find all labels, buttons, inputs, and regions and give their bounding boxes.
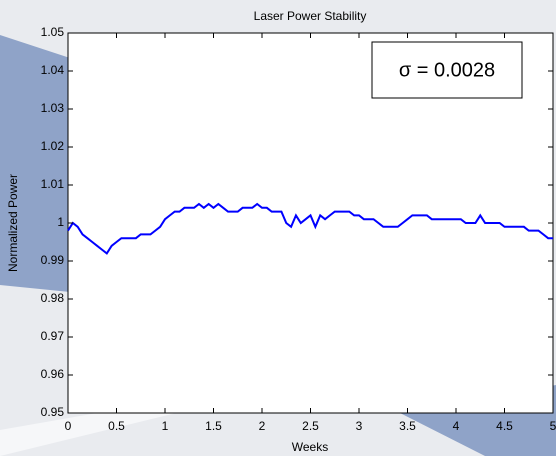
y-tick-label: 1.03 bbox=[41, 101, 65, 115]
x-axis-label: Weeks bbox=[292, 440, 328, 454]
y-axis-label: Normalized Power bbox=[6, 174, 20, 272]
data-line bbox=[67, 202, 553, 255]
x-tick-label: 2 bbox=[259, 419, 266, 433]
y-tick-label: 1.01 bbox=[41, 177, 65, 191]
x-tick-label: 1.5 bbox=[205, 419, 222, 433]
y-tick-label: 1.02 bbox=[41, 139, 65, 153]
annotation: σ = 0.0028 bbox=[399, 59, 495, 81]
x-tick-label: 5 bbox=[550, 419, 556, 433]
y-tick-label: 0.95 bbox=[41, 405, 65, 419]
y-tick-label: 0.98 bbox=[41, 291, 65, 305]
x-tick-label: 2.5 bbox=[302, 419, 319, 433]
x-tick-label: 0.5 bbox=[108, 419, 125, 433]
x-tick-label: 4 bbox=[453, 419, 460, 433]
y-tick-label: 0.99 bbox=[41, 253, 65, 267]
x-tick-label: 3 bbox=[356, 419, 363, 433]
annotation-box bbox=[371, 41, 523, 99]
chart-title: Laser Power Stability bbox=[254, 9, 367, 23]
y-tick-label: 0.97 bbox=[41, 329, 65, 343]
y-tick-label: 1.04 bbox=[41, 63, 65, 77]
decor-band bbox=[0, 35, 70, 292]
y-tick-label: 0.96 bbox=[41, 367, 65, 381]
x-tick-label: 4.5 bbox=[496, 419, 513, 433]
x-tick-label: 0 bbox=[65, 419, 72, 433]
x-tick-label: 3.5 bbox=[399, 419, 416, 433]
y-tick-label: 1.05 bbox=[41, 25, 65, 39]
y-tick-label: 1 bbox=[57, 215, 64, 229]
x-tick-label: 1 bbox=[162, 419, 169, 433]
